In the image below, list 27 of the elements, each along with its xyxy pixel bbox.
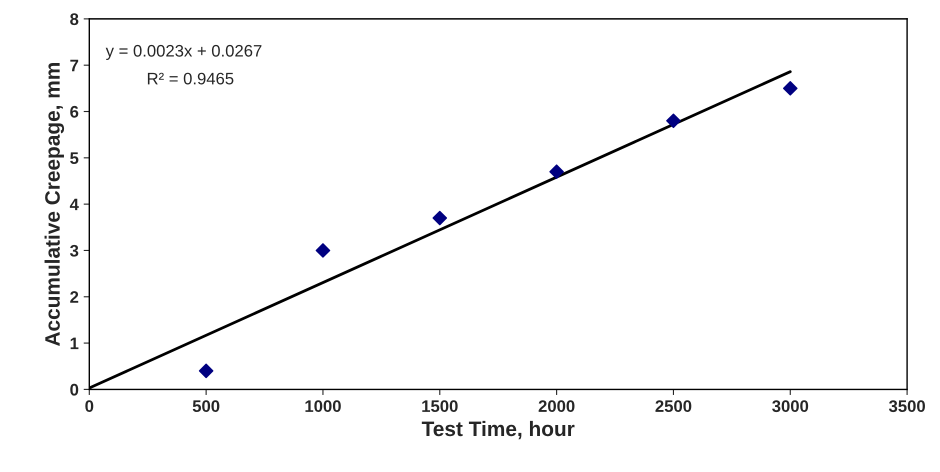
x-tick-label: 500 bbox=[192, 400, 220, 412]
x-tick-label: 0 bbox=[85, 400, 94, 412]
x-tick-label: 3500 bbox=[888, 400, 925, 412]
point bbox=[432, 210, 448, 226]
point bbox=[198, 364, 214, 378]
y-tick-label: 7 bbox=[70, 60, 78, 72]
x-tick-label: 1500 bbox=[422, 400, 458, 412]
y-tick-label: 3 bbox=[70, 244, 78, 257]
point bbox=[316, 243, 330, 258]
y-tick-label: 2 bbox=[70, 291, 78, 303]
point bbox=[549, 164, 564, 180]
x-tick-label: 3000 bbox=[772, 400, 808, 412]
annotation: R² = 0.9465 bbox=[148, 72, 234, 84]
y-tick-label: 6 bbox=[70, 106, 78, 118]
y-tick-label: 8 bbox=[70, 13, 78, 26]
y-tick-label: 0 bbox=[70, 384, 78, 396]
y-axis-title: Accumulative Creepage, mm bbox=[44, 63, 64, 346]
y-tick-label: 4 bbox=[70, 198, 79, 210]
x-tick-label: 2500 bbox=[655, 400, 692, 412]
x-tick-label: 2000 bbox=[538, 400, 574, 412]
x-axis-title: Test Time, hour bbox=[422, 420, 574, 440]
annotation: y = 0.0023x + 0.0267 bbox=[106, 44, 262, 60]
y-tick-label: 5 bbox=[70, 152, 78, 164]
x-tick-label: 1000 bbox=[305, 400, 341, 412]
point bbox=[782, 81, 798, 96]
point bbox=[666, 113, 681, 128]
y-tick-label: 1 bbox=[70, 338, 78, 350]
